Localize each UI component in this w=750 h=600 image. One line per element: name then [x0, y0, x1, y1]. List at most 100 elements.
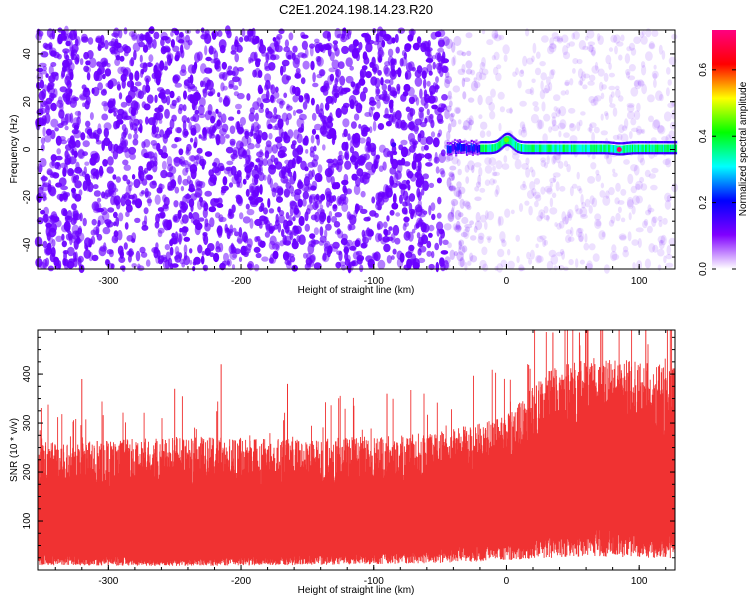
noise-speckle: [271, 144, 279, 154]
noise-speckle: [412, 141, 416, 150]
noise-speckle: [603, 111, 609, 117]
noise-speckle: [112, 149, 119, 160]
signal-band-edge: [520, 140, 523, 143]
noise-speckle: [292, 110, 297, 116]
noise-speckle: [232, 227, 237, 233]
noise-speckle: [269, 84, 273, 91]
noise-speckle: [311, 112, 317, 121]
noise-speckle: [45, 128, 52, 136]
noise-speckle: [537, 119, 545, 130]
noise-speckle: [562, 51, 571, 60]
noise-speckle: [668, 130, 676, 140]
noise-speckle: [486, 39, 494, 46]
signal-band-edge: [602, 152, 605, 155]
signal-band-cell: [575, 144, 578, 153]
noise-speckle: [561, 34, 569, 43]
noise-speckle: [351, 173, 358, 181]
noise-speckle: [156, 187, 163, 194]
signal-band-edge: [630, 141, 633, 144]
noise-speckle: [116, 81, 121, 90]
signal-band-cell: [508, 136, 511, 145]
noise-speckle: [368, 263, 374, 270]
noise-speckle: [468, 122, 472, 131]
signal-band-edge: [475, 139, 478, 142]
signal-band-cell: [489, 144, 492, 152]
signal-band-edge: [612, 152, 615, 155]
noise-speckle: [194, 224, 201, 236]
noise-speckle: [456, 181, 462, 189]
noise-speckle: [489, 178, 495, 186]
signal-band-edge: [624, 141, 627, 145]
noise-speckle: [287, 171, 293, 177]
noise-speckle: [129, 72, 134, 82]
noise-speckle: [292, 227, 297, 236]
signal-band-cell: [501, 138, 504, 147]
signal-band-cell: [594, 144, 597, 153]
noise-speckle: [180, 185, 185, 192]
noise-speckle: [217, 111, 222, 118]
noise-speckle: [154, 194, 161, 205]
noise-speckle: [289, 175, 296, 185]
noise-speckle: [37, 30, 44, 37]
noise-speckle: [66, 80, 72, 89]
signal-band-edge: [549, 141, 552, 144]
signal-band-edge: [628, 141, 631, 144]
noise-speckle: [117, 245, 124, 256]
noise-speckle: [54, 127, 59, 132]
noise-speckle: [490, 88, 496, 98]
noise-speckle: [559, 119, 567, 129]
noise-speckle: [69, 235, 73, 246]
noise-speckle: [255, 134, 262, 144]
noise-speckle: [526, 251, 531, 260]
noise-speckle: [100, 34, 105, 46]
noise-speckle: [215, 212, 221, 219]
noise-speckle: [101, 140, 105, 152]
noise-speckle: [89, 157, 97, 166]
noise-speckle: [451, 173, 455, 181]
signal-band-cell: [447, 146, 451, 154]
noise-speckle: [666, 245, 672, 256]
signal-band-edge: [471, 153, 474, 156]
noise-speckle: [182, 167, 189, 176]
noise-speckle: [278, 214, 285, 224]
noise-speckle: [623, 118, 629, 129]
signal-band-cell: [600, 144, 603, 153]
noise-speckle: [499, 106, 505, 113]
noise-speckle: [235, 177, 241, 185]
noise-speckle: [293, 209, 301, 218]
noise-speckle: [568, 213, 573, 221]
noise-speckle: [422, 180, 429, 192]
noise-speckle: [125, 185, 132, 196]
noise-speckle: [447, 90, 452, 100]
signal-band-edge: [510, 134, 513, 137]
signal-band-edge: [456, 150, 459, 153]
noise-speckle: [435, 76, 439, 84]
signal-band-cell: [526, 144, 529, 153]
noise-speckle: [42, 126, 46, 137]
noise-speckle: [519, 121, 526, 130]
signal-band-edge: [492, 151, 495, 154]
noise-speckle: [188, 211, 193, 220]
noise-speckle: [129, 122, 134, 131]
noise-speckle: [412, 258, 420, 269]
noise-speckle: [218, 242, 224, 253]
noise-speckle: [34, 236, 43, 248]
signal-band-edge: [502, 145, 506, 148]
noise-speckle: [408, 208, 416, 215]
noise-speckle: [366, 227, 371, 237]
noise-speckle: [74, 251, 78, 262]
noise-speckle: [254, 67, 262, 78]
noise-speckle: [535, 243, 539, 249]
noise-speckle: [622, 245, 629, 253]
noise-speckle: [428, 232, 433, 238]
signal-band-cell: [573, 144, 576, 153]
signal-band-cell: [530, 144, 533, 153]
signal-band-edge: [658, 152, 661, 155]
noise-speckle: [223, 252, 229, 262]
signal-band-cell: [535, 144, 538, 153]
noise-speckle: [436, 221, 444, 231]
noise-speckle: [450, 112, 456, 118]
noise-speckle: [221, 260, 228, 267]
noise-speckle: [166, 219, 172, 231]
noise-speckle: [640, 35, 648, 45]
